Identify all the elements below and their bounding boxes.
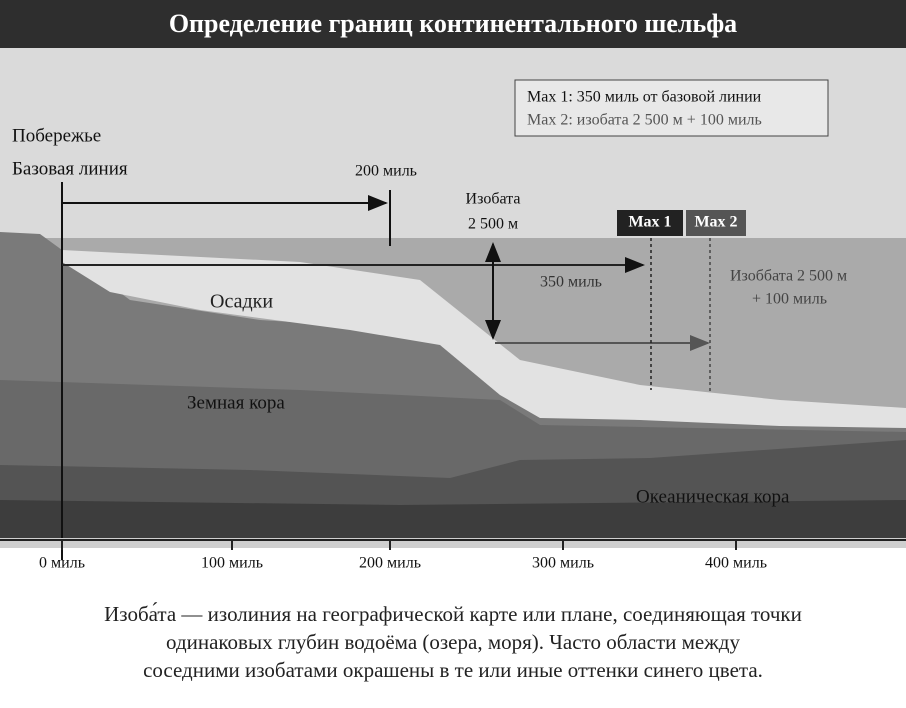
title: Определение границ континентального шель… xyxy=(169,9,737,38)
axis-label: 300 миль xyxy=(532,555,594,572)
axis-label: 200 миль xyxy=(359,555,421,572)
axis-label: 0 миль xyxy=(39,555,85,572)
axis-bar xyxy=(0,538,906,548)
caption-line: одинаковых глубин водоёма (озера, моря).… xyxy=(166,630,740,654)
crust-label: Земная кора xyxy=(187,392,285,413)
caption: Изоба́та — изолиния на географической ка… xyxy=(0,600,906,684)
max2-label: Max 2 xyxy=(694,214,737,231)
legend-box xyxy=(514,79,829,137)
isobath100-label: Изоббата 2 500 м xyxy=(730,268,847,285)
title-bar xyxy=(0,0,906,48)
mantle xyxy=(0,500,906,548)
axis-label: 400 миль xyxy=(705,555,767,572)
legend-max2: Max 2: изобата 2 500 м + 100 миль xyxy=(527,112,762,129)
caption-line: соседними изобатами окрашены в те или ин… xyxy=(143,658,763,682)
oceanic-label: Океаническая кора xyxy=(636,486,790,507)
max2-box xyxy=(686,210,746,236)
miles-350-label: 350 миль xyxy=(540,274,602,291)
axis-label: 100 миль xyxy=(201,555,263,572)
isobath-label: 2 500 м xyxy=(468,216,518,233)
axis: 0 миль 100 миль 200 миль 300 миль 400 миль xyxy=(39,540,767,572)
baseline-label: Базовая линия xyxy=(12,158,128,179)
sediments xyxy=(62,250,906,428)
legend-max1: Max 1: 350 миль от базовой линии xyxy=(527,89,762,106)
sediments-label: Осадки xyxy=(210,291,273,313)
max1-label: Max 1 xyxy=(628,214,671,231)
coast-label: Побережье xyxy=(12,125,101,146)
max1-box xyxy=(617,210,683,236)
miles-200-label: 200 миль xyxy=(355,163,417,180)
diagram: Определение границ континентального шель… xyxy=(0,0,906,572)
isobath100-label: + 100 миль xyxy=(752,291,827,308)
caption-line: Изоба́та — изолиния на географической ка… xyxy=(104,602,802,626)
isobath-label: Изобата xyxy=(466,191,521,208)
